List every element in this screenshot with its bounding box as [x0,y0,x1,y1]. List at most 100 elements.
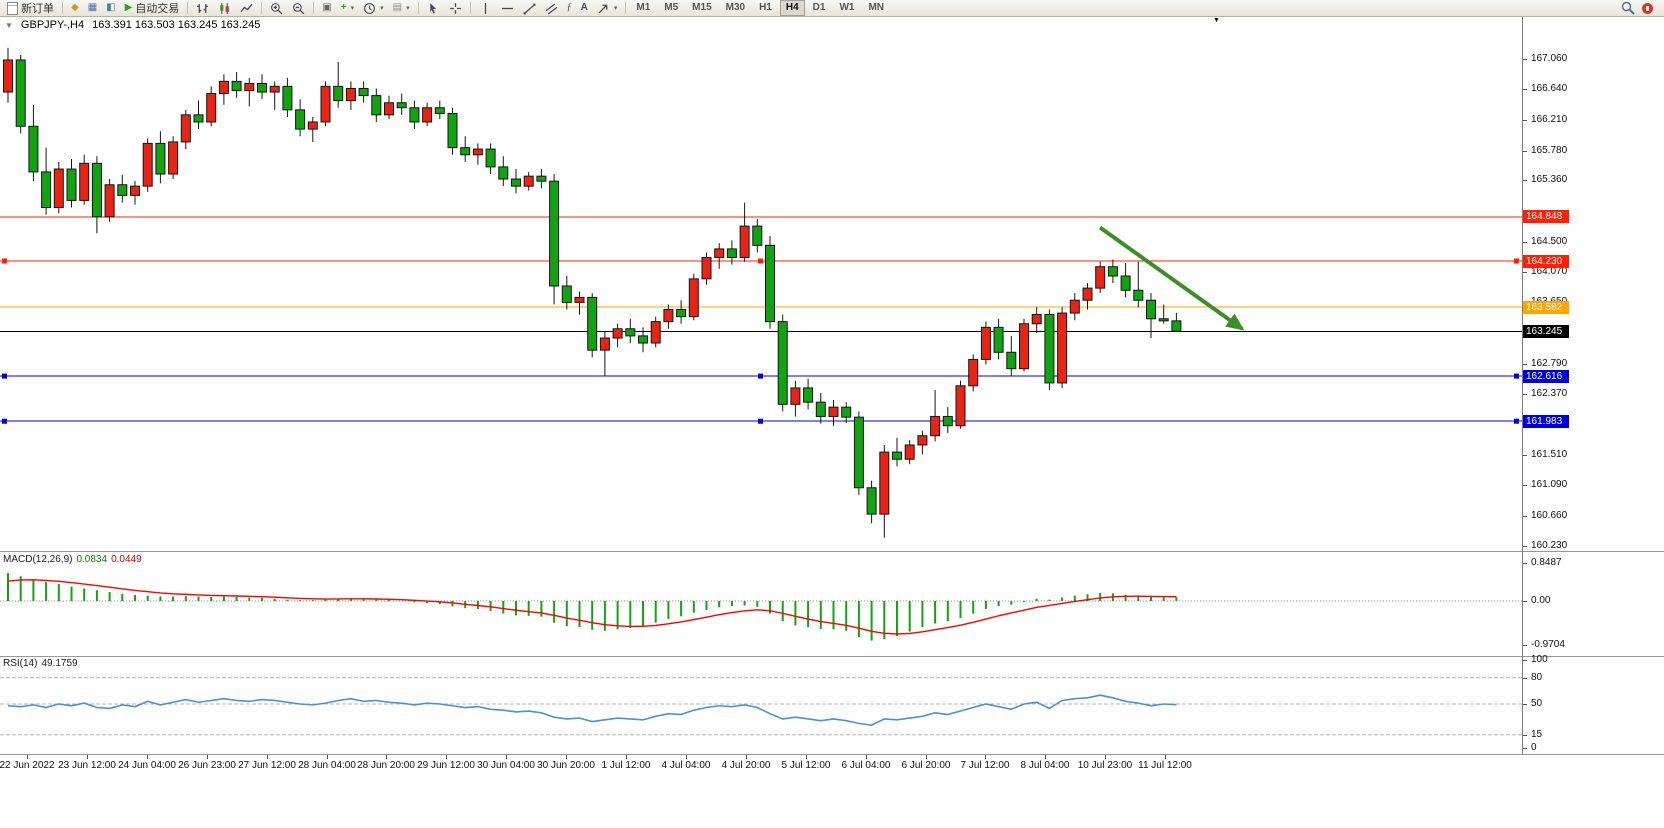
toolbar-separator [469,2,471,14]
chevron-down-icon: ▾ [406,5,410,12]
fibonacci-tool-button[interactable]: ƒ [563,1,576,16]
price-axis-label: 161.510 [1531,449,1568,460]
bar-chart-icon [197,3,209,13]
indicators-button[interactable]: + ▾ [337,1,358,16]
rsi-panel[interactable] [0,657,1522,754]
templates-button[interactable]: ▤ ▾ [389,1,414,16]
text-tool-icon: A [580,2,588,13]
time-axis-label: 7 Jul 12:00 [960,760,1010,771]
autotrading-button[interactable]: ▶ 自动交易 [121,1,184,16]
price-badge: 164.230 [1523,255,1569,268]
timeframe-button-H4[interactable]: H4 [779,0,805,16]
price-badge: 162.616 [1523,370,1569,383]
new-order-button[interactable]: 新订单 [3,1,58,16]
price-axis-label: 162.370 [1531,388,1568,399]
time-axis-tick [506,755,507,759]
chevron-down-icon: ▾ [380,5,384,12]
time-axis-tick [866,755,867,759]
axis-tick [1523,151,1527,152]
time-axis-tick [806,755,807,759]
trendline-tool-button[interactable] [519,1,540,16]
panel-separator[interactable] [0,656,1664,657]
level-line-162.616[interactable] [0,373,1522,379]
search-icon[interactable] [1621,1,1635,15]
zoom-in-button[interactable] [266,1,287,16]
time-axis-label: 5 Jul 12:00 [781,760,831,771]
time-axis[interactable]: 22 Jun 2022 23 Jun 12:00 24 Jun 04:00 26 Ju… [0,755,1522,775]
clock-icon [364,2,376,14]
price-axis-label: 15 [1531,729,1543,740]
time-axis-tick [207,755,208,759]
axis-tick [1523,485,1527,486]
timeframe-button-M1[interactable]: M1 [636,2,651,13]
chart-shift-marker[interactable]: ▼ [1213,17,1220,24]
timeframe-button-W1[interactable]: W1 [839,2,855,13]
profiles-button[interactable]: ◆ [67,1,83,16]
macd-label: MACD(12,26,9) 0.0834 0.0449 [3,554,146,565]
chart-ohlc-values: 163.391 163.503 163.245 163.245 [92,19,261,31]
channel-tool-button[interactable] [541,1,562,16]
price-axis-label: 0.00 [1531,595,1551,606]
market-watch-button[interactable]: ▦ [84,1,101,16]
crosshair-icon [449,2,461,14]
price-axis-label: 161.090 [1531,479,1568,490]
price-axis-label: 165.360 [1531,174,1568,185]
horizontal-line-tool-button[interactable] [497,1,518,16]
time-axis-tick [267,755,268,759]
axis-tick [1523,516,1527,517]
trend-arrow-annotation[interactable] [1098,225,1245,331]
time-axis-tick [1165,755,1166,759]
candlestick-mode-button[interactable] [214,1,235,16]
zoom-out-button[interactable] [288,1,309,16]
one-click-trading-toggle[interactable]: ▼ [5,20,13,30]
timeframe-button-H1[interactable]: H1 [759,2,772,13]
price-badge: 164.848 [1523,210,1569,223]
text-tool-button[interactable]: A [577,1,592,16]
axis-tick [1523,89,1527,90]
rsi-line [7,694,1177,726]
timeframe-button-M5[interactable]: M5 [664,2,679,13]
price-axis-label: 160.660 [1531,510,1568,521]
macd-panel[interactable] [0,552,1522,654]
time-axis-separator [0,754,1664,755]
level-line-161.983[interactable] [0,418,1522,424]
axis-tick [1523,563,1527,564]
time-axis-tick [985,755,986,759]
notification-indicator[interactable] [1642,2,1653,14]
timeframe-button-M15[interactable]: M15 [692,2,712,13]
level-line-164.230[interactable] [0,258,1522,264]
price-chart[interactable] [0,33,1522,551]
price-axis-label: 164.070 [1531,266,1568,277]
cursor-tool-button[interactable] [423,1,444,16]
time-axis-tick [926,755,927,759]
toolbar-separator [187,2,189,14]
data-window-button[interactable]: ◧ [102,1,119,16]
time-axis-label: 28 Jun 20:00 [357,760,415,771]
timeframe-button-D1[interactable]: D1 [812,2,826,13]
vertical-line-tool-button[interactable] [475,1,496,16]
time-axis-label: 8 Jul 04:00 [1020,760,1070,771]
time-axis-tick [566,755,567,759]
time-axis-label: 30 Jun 04:00 [477,760,535,771]
panel-separator[interactable] [0,551,1664,552]
toolbar-separator [625,2,627,14]
bar-chart-mode-button[interactable] [192,1,213,16]
time-axis-label: 4 Jul 20:00 [721,760,771,771]
line-chart-mode-button[interactable] [236,1,257,16]
line-chart-icon [240,3,253,12]
crosshair-tool-button[interactable] [445,1,466,16]
tile-windows-button[interactable]: ▣ [318,1,335,16]
arrows-tool-button[interactable]: ▾ [593,1,622,16]
timeframe-button-MN[interactable]: MN [868,2,885,13]
axis-tick [1523,242,1527,243]
periods-button[interactable]: ▾ [359,1,388,16]
axis-tick [1523,59,1527,60]
axis-tick [1523,645,1527,646]
main-toolbar: 新订单 ◆ ▦ ◧ ▶ 自动交易 ▣ + ▾ ▾ [0,0,1664,17]
time-axis-label: 26 Jun 23:00 [178,760,236,771]
indicators-icon: + [340,2,347,13]
price-axis[interactable]: 167.060 166.640 166.210 165.780 165.360 164.5… [1523,17,1663,777]
vertical-line-icon [484,2,486,14]
timeframe-buttons: M1 M5 M15 M30 H1 H4 D1 W1 MN [630,0,890,16]
timeframe-button-M30[interactable]: M30 [725,2,746,13]
